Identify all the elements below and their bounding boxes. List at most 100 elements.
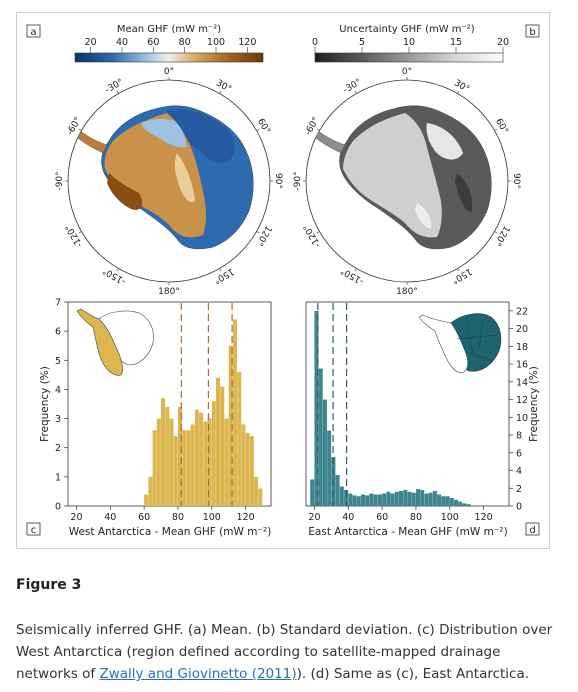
x-tick-label: 40 [342, 512, 354, 523]
longitude-tick [494, 128, 498, 131]
histogram-bar [169, 418, 174, 506]
colorbar-b-label: Uncertainty GHF (mW m⁻²) [339, 24, 475, 35]
histogram-bar [386, 491, 391, 506]
chart-d-ylabel: Frequency (%) [528, 366, 540, 442]
longitude-tick [116, 268, 119, 272]
panel-c-letter: c [31, 525, 37, 536]
histogram-bar [339, 486, 344, 506]
y-tick-label: 7 [55, 298, 61, 309]
histogram-bar [382, 493, 387, 506]
inset-c-west [76, 308, 123, 376]
histogram-bar [458, 501, 463, 506]
colorbar-a-tick-label: 40 [116, 37, 128, 48]
caption-text-part-2: ). (d) Same as (c), East Antarctica. [296, 666, 530, 682]
y-tick-label: 0 [516, 502, 522, 513]
colorbar-b-tick-label: 10 [403, 37, 415, 48]
colorbar-b-tick-label: 0 [312, 37, 318, 48]
histogram-bar [144, 494, 149, 506]
chart-d-bars [310, 310, 471, 506]
longitude-tick [219, 268, 222, 272]
histogram-bar [228, 345, 233, 506]
histogram-bar [348, 493, 353, 506]
histogram-bar [161, 398, 166, 506]
histogram-bar [207, 418, 212, 506]
histogram-bar [377, 494, 382, 506]
histogram-bar [322, 399, 327, 506]
map-b-continent [308, 105, 492, 250]
y-tick-label: 12 [516, 395, 528, 406]
histogram-bar [194, 409, 199, 506]
map-a-ross-shelf [141, 118, 187, 148]
x-tick-label: 40 [104, 512, 116, 523]
y-tick-label: 2 [516, 484, 522, 495]
longitude-tick [78, 231, 82, 234]
chart-d-xlabel: East Antarctica - Mean GHF (mW m⁻²) [308, 526, 507, 538]
y-tick-label: 4 [55, 385, 61, 396]
x-tick-label: 60 [138, 512, 150, 523]
histogram-bar [249, 436, 254, 506]
histogram-bar [156, 418, 161, 506]
longitude-label: -90° [293, 171, 303, 190]
longitude-tick [494, 231, 498, 234]
figure-caption-title: Figure 3 [16, 577, 82, 593]
panel-b-letter-box [525, 24, 540, 38]
colorbar-a [74, 52, 264, 63]
histogram-bar [327, 430, 332, 506]
x-tick-label: 120 [237, 512, 255, 523]
histogram-bar [190, 424, 195, 506]
y-tick-label: 4 [516, 466, 522, 477]
y-tick-label: 5 [55, 356, 61, 367]
longitude-tick [316, 231, 320, 234]
histogram-bar [165, 406, 170, 506]
colorbar-b-tick-label: 20 [497, 37, 509, 48]
histogram-bar [232, 319, 237, 506]
histogram-bar [407, 491, 412, 506]
histogram-bar [245, 433, 250, 506]
inset-d-west [418, 314, 469, 374]
y-tick-label: 6 [55, 327, 61, 338]
histogram-bar [432, 490, 437, 506]
map-b-light-patch-2 [415, 203, 432, 229]
histogram-bar [424, 493, 429, 506]
panel-b: b Uncertainty GHF (mW m⁻²) 0 5 10 15 20 0°30… [293, 24, 540, 297]
histogram-bar [352, 495, 357, 506]
figure-canvas: a Mean GHF (mW m⁻²) 20 40 60 80 100 120 0°30°… [26, 24, 540, 538]
longitude-tick [457, 90, 460, 94]
y-tick-label: 10 [516, 413, 528, 424]
histogram-bar [203, 421, 208, 506]
colorbar-b-tick-label: 5 [359, 37, 365, 48]
y-tick-label: 3 [55, 414, 61, 425]
histogram-bar [411, 492, 416, 506]
longitude-label: 180° [396, 287, 418, 297]
y-tick-label: 22 [516, 306, 528, 317]
y-tick-label: 20 [516, 324, 528, 335]
y-tick-label: 2 [55, 443, 61, 454]
chart-d-axes: 20 40 60 80 100 120 0 2 4 6 8 10 12 14 16 18 20 22 [308, 306, 528, 523]
colorbar-b [314, 52, 504, 63]
longitude-label: 0° [402, 67, 412, 77]
histogram-bar [394, 491, 399, 506]
histogram-bar [445, 496, 450, 506]
histogram-bar [237, 371, 242, 506]
citation-link[interactable]: Zwally and Giovinetto (2011) [99, 666, 297, 682]
histogram-bar [403, 490, 408, 506]
figure-3: a Mean GHF (mW m⁻²) 20 40 60 80 100 120 0° 30°… [16, 12, 550, 549]
y-tick-label: 0 [55, 502, 61, 513]
histogram-bar [415, 489, 420, 506]
x-tick-label: 100 [203, 512, 221, 523]
chart-c-bars [144, 319, 263, 506]
histogram-bar [318, 368, 323, 506]
x-tick-label: 60 [376, 512, 388, 523]
histogram-bar [173, 436, 178, 506]
map-b-light-patch-1 [426, 123, 463, 160]
map-a-dark-region [167, 109, 235, 164]
colorbar-a-tick-label: 100 [207, 37, 225, 48]
histogram-bar [428, 492, 433, 506]
chart-c-inset-map [76, 308, 154, 376]
panel-a-letter-box [26, 24, 41, 38]
histogram-bar [360, 494, 366, 506]
y-tick-label: 16 [516, 360, 528, 371]
histogram-bar [390, 493, 395, 506]
longitude-label: 90° [511, 173, 521, 189]
longitude-tick [354, 90, 357, 94]
